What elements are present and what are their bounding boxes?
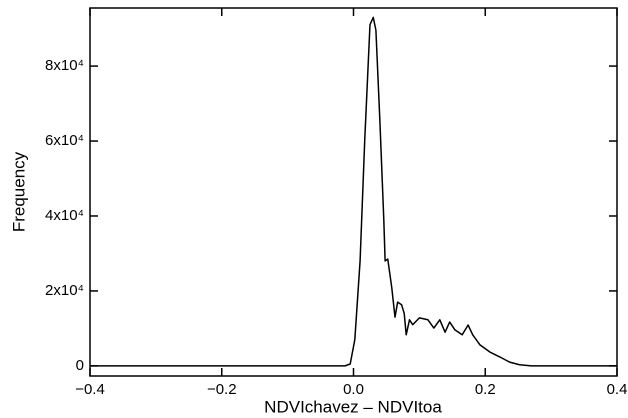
plot-frame [89, 7, 618, 377]
y-tick-label: 4x10⁴ [45, 207, 84, 224]
x-tick-label: 0.2 [475, 381, 496, 398]
y-tick-label: 6x10⁴ [45, 132, 84, 149]
y-axis-label: Frequency [9, 151, 28, 232]
x-tick-label: 0.4 [607, 381, 628, 398]
x-tick-label: −0.2 [207, 381, 237, 398]
x-tick-label: −0.4 [75, 381, 105, 398]
y-tick-label: 2x10⁴ [45, 282, 84, 299]
x-axis-label: NDVIchavez – NDVItoa [264, 397, 442, 416]
data-line [90, 16, 617, 367]
y-tick-label: 8x10⁴ [45, 57, 84, 74]
x-tick-label: 0.0 [343, 381, 364, 398]
y-tick-label: 0 [76, 357, 84, 374]
